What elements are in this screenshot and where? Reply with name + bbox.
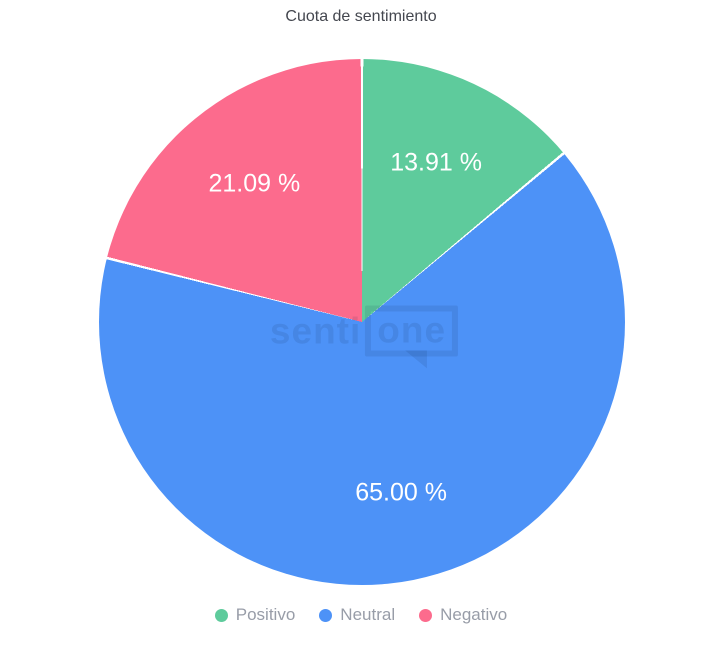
slice-label-neutral: 65.00 % (355, 478, 447, 507)
legend-item-positivo[interactable]: Positivo (214, 605, 296, 625)
legend-item-neutral[interactable]: Neutral (319, 605, 395, 625)
legend-dot-negativo (419, 608, 433, 622)
legend-label-negativo: Negativo (440, 605, 508, 624)
legend-dot-neutral (319, 608, 333, 622)
legend-label-positivo: Positivo (235, 605, 296, 624)
legend-label-neutral: Neutral (340, 605, 396, 624)
legend-item-negativo[interactable]: Negativo (419, 605, 507, 625)
chart-title: Cuota de sentimiento (285, 8, 437, 25)
slice-label-positivo: 13.91 % (390, 148, 482, 177)
slice-label-negativo: 21.09 % (208, 169, 301, 198)
legend: Positivo Neutral Negativo (0, 605, 722, 625)
legend-dot-positivo (214, 608, 228, 622)
pie-chart[interactable]: 13.91 % 65.00 % 21.09 % (99, 59, 625, 585)
